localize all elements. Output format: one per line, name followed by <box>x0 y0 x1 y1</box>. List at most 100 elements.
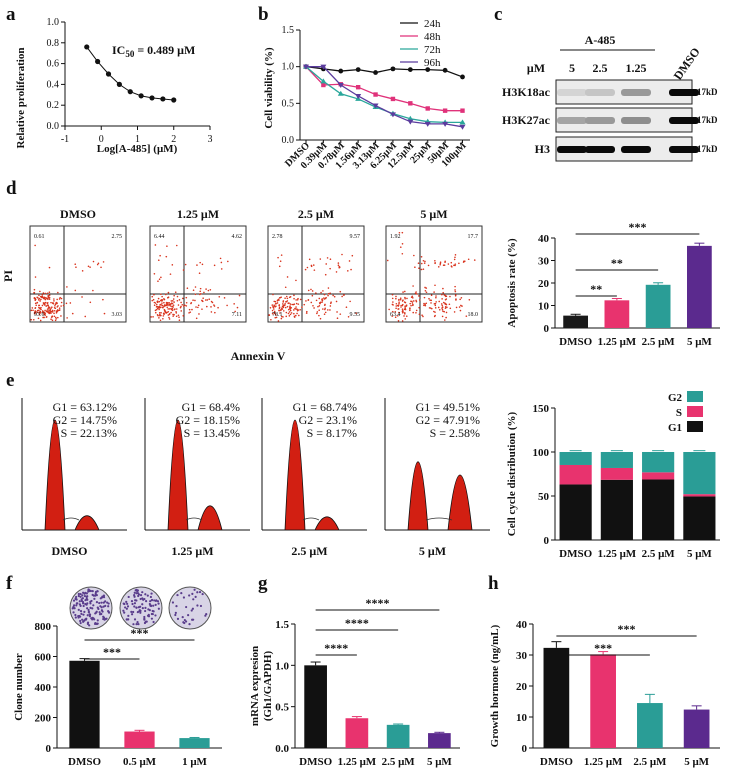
d-flow-event <box>48 312 51 315</box>
a-data-point <box>105 71 112 77</box>
d-flow-event <box>425 291 428 294</box>
d-flow-event <box>316 311 319 313</box>
d-flow-event <box>219 257 222 260</box>
d-flow-event <box>433 303 436 305</box>
d-flow-frame <box>267 225 365 323</box>
d-flow-event <box>38 313 41 316</box>
d-flow-event <box>201 308 203 310</box>
d-flow-event <box>168 304 170 307</box>
e-bar-y-tick-label: 100 <box>533 447 550 459</box>
d-flow-event <box>395 307 397 310</box>
d-flow-event <box>399 246 402 248</box>
d-flow-event <box>168 318 171 320</box>
d-flow-event <box>425 287 428 289</box>
f-colony <box>82 613 85 616</box>
h-y-tick-label: 20 <box>516 681 528 693</box>
d-flow-event <box>167 314 170 316</box>
d-flow-event <box>69 302 72 304</box>
d-flow-event <box>288 311 291 313</box>
f-colony <box>142 598 145 601</box>
d-flow-event <box>418 306 420 309</box>
f-colony <box>150 598 154 602</box>
e-stack-segment-S <box>559 464 592 485</box>
d-flow-event <box>152 298 155 301</box>
d-flow-event <box>459 298 461 301</box>
f-colony <box>81 594 84 597</box>
d-flow-event <box>276 299 279 302</box>
g-bar <box>386 724 410 748</box>
e-g2-peak <box>197 505 223 531</box>
e-hist-stat: G2 = 47.91% <box>416 413 480 427</box>
d-flow-event <box>34 307 37 309</box>
b-point-96h <box>424 121 431 127</box>
d-flow-event <box>435 296 437 299</box>
f-colony <box>89 600 92 603</box>
d-flow-event <box>160 276 162 279</box>
h-y-tick-label: 10 <box>516 712 528 724</box>
e-hist-stat: G2 = 23.1% <box>299 413 357 427</box>
f-colony <box>71 607 74 610</box>
d-flow-event <box>315 299 318 302</box>
f-colony <box>79 610 83 613</box>
d-flow-event <box>399 297 402 300</box>
d-flow-event <box>191 308 193 311</box>
b-point-24h <box>373 70 378 75</box>
d-flow-event <box>41 295 44 298</box>
e-s-phase-curve <box>62 517 80 521</box>
f-colony <box>89 606 92 609</box>
e-hist-stat: G2 = 18.15% <box>176 413 240 427</box>
d-flow-event <box>52 302 55 305</box>
f-colony <box>88 613 91 616</box>
d-flow-event <box>322 290 324 292</box>
d-flow-event <box>271 304 274 306</box>
d-flow-event <box>168 313 171 316</box>
d-flow-event <box>350 268 352 271</box>
d-flow-event <box>310 288 312 291</box>
d-flow-event <box>58 307 61 309</box>
a-y-label: Relative proliferation <box>15 48 27 149</box>
f-colony <box>174 613 177 617</box>
d-flow-event <box>404 307 407 310</box>
d-flow-event <box>412 300 415 302</box>
d-flow-event <box>51 319 54 322</box>
d-flow-event <box>337 262 340 264</box>
d-flow-event <box>285 295 288 298</box>
d-flow-event <box>324 311 327 314</box>
g-significance-label: **** <box>345 616 369 630</box>
d-flow-event <box>38 297 41 300</box>
c-band <box>557 146 587 153</box>
d-flow-event <box>401 308 404 310</box>
g-y-label: mRNA expresion <box>249 646 261 726</box>
d-flow-event <box>401 303 404 306</box>
d-flow-event <box>171 300 174 302</box>
f-colony <box>78 600 81 603</box>
d-flow-event <box>441 306 444 308</box>
d-flow-event <box>412 311 415 314</box>
f-colony <box>139 594 143 597</box>
d-flow-event <box>176 299 179 302</box>
c-band <box>669 117 699 124</box>
e-hist-title: 1.25 μM <box>171 544 213 558</box>
d-flow-event <box>287 302 290 304</box>
d-flow-event <box>47 294 50 297</box>
d-flow-event <box>404 305 406 307</box>
d-flow-event <box>205 288 207 290</box>
d_bar-x-tick-label: 2.5 μM <box>642 336 676 348</box>
g-y-tick-label: 1.0 <box>275 660 289 672</box>
d-flow-event <box>391 310 394 313</box>
f-colony <box>145 600 148 603</box>
d-flow-event <box>176 295 179 298</box>
d-quadrant-lr: 3.03 <box>112 312 123 318</box>
d-flow-event <box>188 308 191 311</box>
d-flow-event <box>171 307 174 310</box>
d-flow-event <box>312 304 314 307</box>
h-y-label: Growth hormone (ng/mL) <box>489 624 501 747</box>
d-flow-event <box>223 297 226 299</box>
d-flow-event <box>347 315 350 318</box>
d-flow-event <box>30 318 33 321</box>
f-colony <box>77 592 80 596</box>
d-flow-event <box>168 308 171 310</box>
d-flow-event <box>194 299 196 302</box>
c-column-label: 1.25 <box>626 61 647 75</box>
